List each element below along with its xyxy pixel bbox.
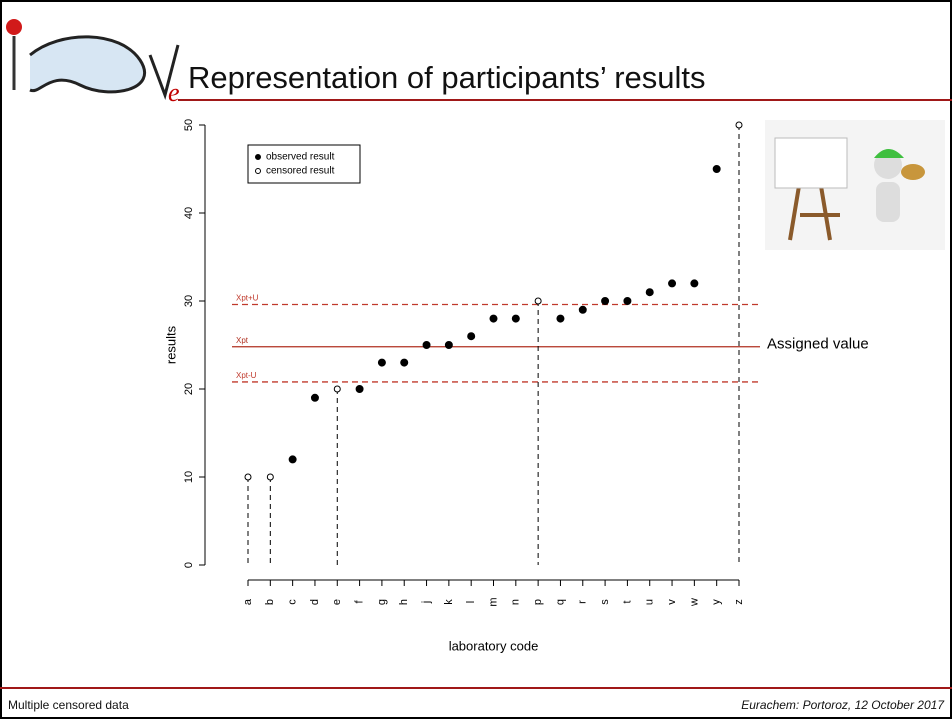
slide-border <box>1 1 951 718</box>
x-tick-label: d <box>309 599 321 605</box>
x-tick-label: h <box>398 599 410 605</box>
x-tick-label: y <box>711 599 723 605</box>
y-tick-label: 0 <box>183 562 195 568</box>
observed-point <box>490 315 497 322</box>
observed-point <box>378 359 385 366</box>
logo-dot <box>6 19 22 35</box>
y-tick-label: 20 <box>183 383 195 395</box>
observed-point <box>713 166 720 173</box>
x-tick-label: a <box>242 598 254 605</box>
observed-point <box>356 386 363 393</box>
x-tick-label: q <box>554 599 566 605</box>
y-tick-label: 50 <box>183 119 195 131</box>
censored-point <box>245 474 251 480</box>
observed-point <box>691 280 698 287</box>
x-tick-label: r <box>577 600 589 604</box>
x-tick-label: e <box>331 599 343 605</box>
legend: observed result censored result <box>248 145 360 183</box>
censored-point <box>736 122 742 128</box>
observed-point <box>602 298 609 305</box>
figure-body <box>876 182 900 222</box>
observed-point <box>579 306 586 313</box>
x-tick-label: n <box>510 599 522 605</box>
y-tick-label: 10 <box>183 471 195 483</box>
x-tick-label: u <box>644 599 656 605</box>
y-tick-label: 30 <box>183 295 195 307</box>
observed-point <box>646 289 653 296</box>
y-tick-label: 40 <box>183 207 195 219</box>
logo-letter: e <box>168 78 180 107</box>
annotation: Assigned value <box>767 336 869 353</box>
x-tick-label: j <box>420 601 432 604</box>
x-tick-label: p <box>532 599 544 605</box>
x-tick-label: c <box>287 599 299 605</box>
x-tick-label: t <box>621 600 633 603</box>
footer-left: Multiple censored data <box>8 698 129 712</box>
reference-label: Xpt+U <box>236 294 259 303</box>
observed-point <box>557 315 564 322</box>
legend-marker <box>256 155 261 160</box>
footer-right: Eurachem: Portoroz, 12 October 2017 <box>741 698 945 712</box>
x-tick-label: z <box>733 599 745 605</box>
censored-point <box>535 298 541 304</box>
legend-marker <box>256 169 261 174</box>
observed-point <box>468 333 475 340</box>
observed-point <box>423 342 430 349</box>
x-axis-label: laboratory code <box>449 638 539 653</box>
canvas <box>775 138 847 188</box>
censored-point <box>267 474 273 480</box>
legend-label: observed result <box>266 152 335 163</box>
observed-point <box>289 456 296 463</box>
reference-label: Xpt-U <box>236 371 257 380</box>
observed-point <box>401 359 408 366</box>
x-tick-label: b <box>264 599 276 605</box>
slide: e Representation of participants’ result… <box>0 0 952 719</box>
x-tick-label: m <box>487 597 499 606</box>
palette <box>901 164 925 180</box>
x-tick-label: k <box>443 599 455 605</box>
clipart <box>765 120 945 250</box>
observed-point <box>445 342 452 349</box>
x-tick-label: l <box>465 601 477 603</box>
censored-point <box>334 386 340 392</box>
legend-label: censored result <box>266 166 335 177</box>
observed-point <box>669 280 676 287</box>
slide-title: Representation of participants’ results <box>188 60 706 95</box>
x-tick-label: v <box>666 599 678 605</box>
reference-label: Xpt <box>236 336 249 345</box>
observed-point <box>624 298 631 305</box>
observed-point <box>512 315 519 322</box>
observed-point <box>311 394 318 401</box>
x-tick-label: w <box>688 598 700 607</box>
x-tick-label: g <box>376 599 388 605</box>
y-axis-label: results <box>163 325 178 364</box>
x-tick-label: s <box>599 599 611 605</box>
